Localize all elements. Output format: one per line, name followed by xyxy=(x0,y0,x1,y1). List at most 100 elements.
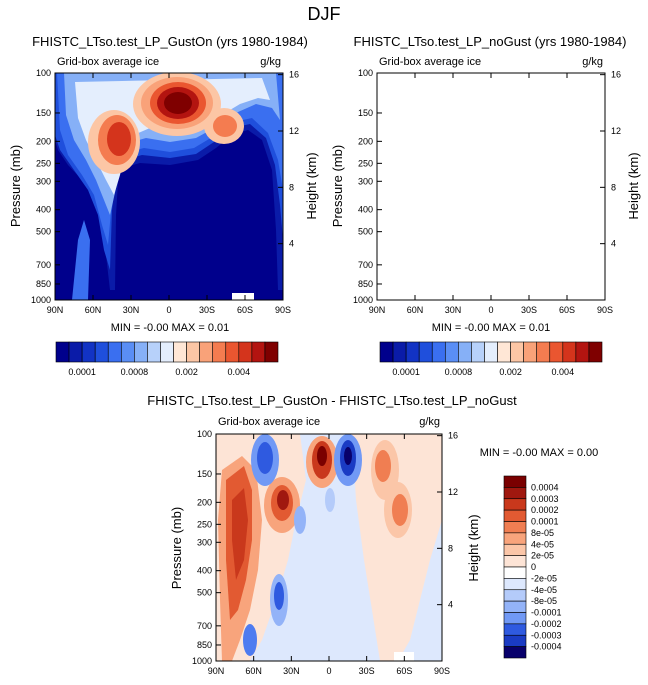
panel-title: FHISTC_LTso.test_LP_noGust (yrs 1980-198… xyxy=(354,34,627,49)
y-tick-label: 250 xyxy=(358,158,373,168)
x-tick-label: 30N xyxy=(123,305,140,315)
colorbar-label: -4e-05 xyxy=(531,585,557,595)
x-tick-label: 0 xyxy=(488,305,493,315)
colorbar-swatch xyxy=(418,341,433,363)
neg-sfc xyxy=(243,624,257,656)
field-background xyxy=(377,73,605,300)
low-streak xyxy=(394,220,412,300)
colorbar-swatch xyxy=(107,341,122,363)
x-tick-label: 90S xyxy=(275,305,291,315)
y-tick-label: 400 xyxy=(36,205,51,215)
right-string: g/kg xyxy=(260,56,281,68)
height-tick-label: 16 xyxy=(289,70,299,80)
sh-positive-broad xyxy=(352,434,442,661)
plot-frame xyxy=(376,72,606,301)
y-tick-label: 1000 xyxy=(192,656,212,666)
x-tick-label: 30N xyxy=(445,305,462,315)
colorbar-swatch xyxy=(134,341,148,363)
x-tick-label: 60S xyxy=(559,305,575,315)
y-tick-label: 500 xyxy=(197,588,212,598)
colorbar-swatch xyxy=(510,341,524,363)
x-tick-label: 60N xyxy=(407,305,424,315)
y-tick-label: 300 xyxy=(358,176,373,186)
y-axis-label-right: Height (km) xyxy=(626,152,641,219)
colorbar-swatch xyxy=(575,341,590,363)
colorbar-swatch xyxy=(392,341,407,363)
height-tick-label: 16 xyxy=(448,431,458,441)
colorbar-swatch xyxy=(471,341,485,363)
y-axis-label: Pressure (mb) xyxy=(330,145,345,227)
contour-level-4 xyxy=(386,73,602,215)
height-tick-label: 4 xyxy=(448,600,453,610)
sh-pos-core xyxy=(375,450,391,482)
y-tick-label: 200 xyxy=(197,497,212,507)
colorbar-swatch xyxy=(186,341,200,363)
nh-pos-core xyxy=(232,488,248,580)
colorbar-label: 0.0002 xyxy=(531,505,559,515)
right-string: g/kg xyxy=(582,56,603,68)
colorbar-swatch xyxy=(68,341,83,363)
tropic-l2 xyxy=(464,78,534,128)
colorbar-swatch xyxy=(238,341,253,363)
colorbar-swatch xyxy=(431,341,446,363)
colorbar-label: 0 xyxy=(531,562,536,572)
neg-low-core xyxy=(274,582,284,610)
x-tick-label: 30N xyxy=(283,666,300,676)
contour-level-5 xyxy=(397,78,592,195)
left-string: Grid-box average ice xyxy=(379,56,481,68)
colorbar-swatch xyxy=(503,555,527,568)
y-tick-label: 300 xyxy=(197,537,212,547)
colorbar-label: 0.002 xyxy=(499,367,522,377)
colorbar-swatch xyxy=(458,341,472,363)
tropic-l4 xyxy=(480,88,520,118)
tropic-light xyxy=(456,73,542,135)
height-tick-label: 16 xyxy=(611,70,621,80)
y-axis-label-right: Height (km) xyxy=(304,152,319,219)
colorbar-label: -8e-05 xyxy=(531,596,557,606)
colorbar-swatch xyxy=(503,578,527,591)
colorbar: 0.0001 0.0008 0.002 0.004 xyxy=(55,341,279,377)
neg-60n-core xyxy=(257,442,273,474)
y-tick-label: 150 xyxy=(358,108,373,118)
y-tick-label: 300 xyxy=(36,176,51,186)
colorbar-swatch xyxy=(94,341,109,363)
y-tick-label: 200 xyxy=(36,136,51,146)
tropic-core xyxy=(487,93,513,113)
panel-title: FHISTC_LTso.test_LP_GustOn - FHISTC_LTso… xyxy=(147,393,517,408)
colorbar-swatch xyxy=(503,634,527,647)
left-string: Grid-box average ice xyxy=(57,56,159,68)
nh-band-mid xyxy=(421,116,457,164)
x-tick-label: 60S xyxy=(237,305,253,315)
x-tick-label: 30S xyxy=(359,666,375,676)
low-streak xyxy=(72,220,90,300)
colorbar-label: 0.0004 xyxy=(531,482,559,492)
y-tick-label: 400 xyxy=(358,205,373,215)
colorbar-label: -2e-05 xyxy=(531,573,557,583)
figure-title: DJF xyxy=(308,4,341,24)
nh-band-light xyxy=(411,111,461,173)
colorbar-label: 0.004 xyxy=(552,367,575,377)
x-tick-label: 90N xyxy=(208,666,225,676)
colorbar-swatch xyxy=(503,612,527,625)
y-tick-label: 700 xyxy=(358,260,373,270)
colorbar-label: 8e-05 xyxy=(531,528,554,538)
colorbar-swatch xyxy=(173,341,187,363)
colorbar-swatch xyxy=(523,341,538,363)
colorbar-swatch xyxy=(225,341,240,363)
sh-pos-l3 xyxy=(392,494,408,526)
colorbar-label: -0.0004 xyxy=(531,642,562,652)
x-tick-label: 30S xyxy=(521,305,537,315)
y-tick-label: 100 xyxy=(358,68,373,78)
colorbar-swatch xyxy=(264,341,279,363)
colorbar-swatch xyxy=(405,341,420,363)
colorbar-swatch xyxy=(484,341,498,363)
colorbar-swatch xyxy=(497,341,511,363)
height-tick-label: 8 xyxy=(611,182,616,192)
colorbar-label: 2e-05 xyxy=(531,551,554,561)
left-string: Grid-box average ice xyxy=(218,416,320,428)
stats-text: MIN = -0.00 MAX = 0.01 xyxy=(111,322,230,334)
y-tick-label: 850 xyxy=(358,279,373,289)
y-tick-label: 200 xyxy=(358,136,373,146)
colorbar-swatch xyxy=(147,341,161,363)
colorbar: 0.0001 0.0008 0.002 0.004 xyxy=(379,341,603,377)
